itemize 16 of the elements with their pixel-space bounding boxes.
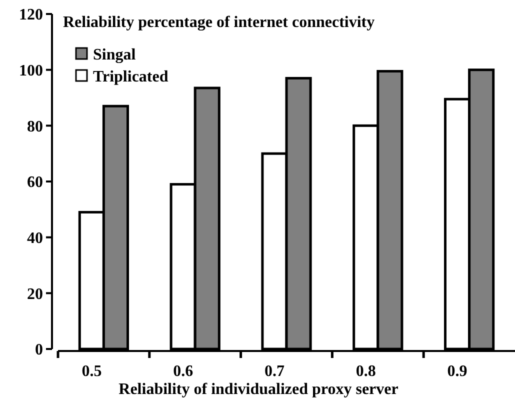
legend-label: Triplicated: [93, 68, 168, 86]
x-tick-label: 0.8: [356, 363, 376, 380]
x-tick-label: 0.9: [447, 363, 468, 380]
y-tick-label: 40: [27, 230, 43, 247]
x-axis-title: Reliability of individualized proxy server: [118, 381, 398, 398]
y-tick-label: 120: [19, 6, 43, 24]
y-tick-label: 100: [19, 62, 43, 80]
chart-title: Reliability percentage of internet connectivity: [63, 14, 375, 31]
x-tick-label: 0.5: [82, 363, 102, 380]
y-tick-label: 60: [27, 174, 43, 192]
legend-label: Singal: [93, 46, 136, 64]
y-tick-label: 0: [35, 342, 43, 359]
y-tick-label: 20: [27, 286, 43, 303]
x-tick-label: 0.7: [264, 363, 284, 380]
x-tick-label: 0.6: [173, 363, 194, 380]
y-tick-label: 80: [27, 118, 43, 136]
